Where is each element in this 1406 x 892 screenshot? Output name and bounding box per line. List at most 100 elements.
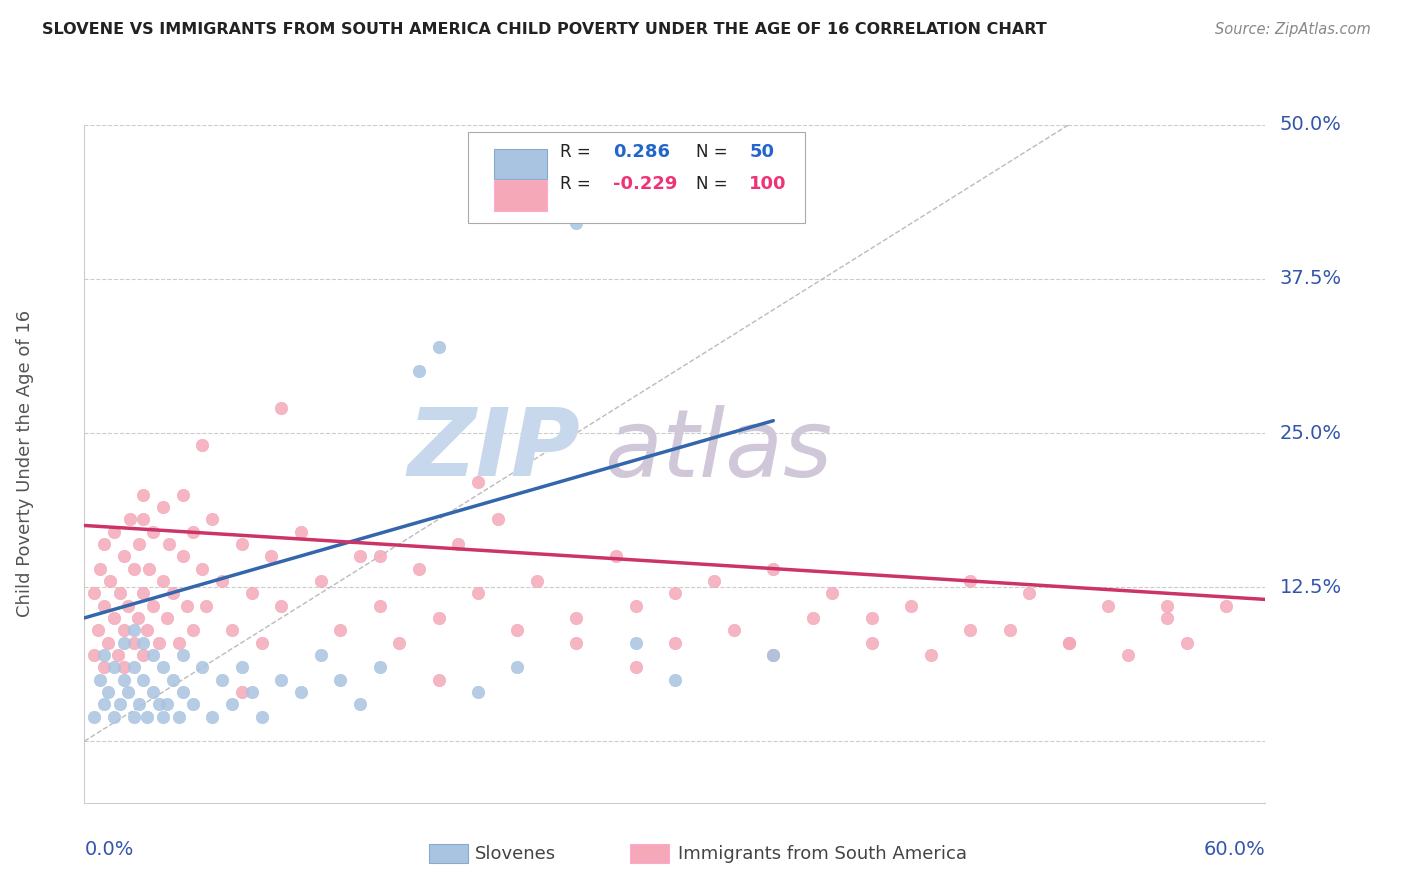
Point: [221, 624, 243, 638]
Point: [1057, 635, 1080, 649]
Point: [156, 697, 179, 711]
Point: [309, 574, 332, 588]
Point: [201, 709, 224, 723]
Point: [83, 586, 105, 600]
Point: [211, 574, 233, 588]
Point: [260, 549, 283, 564]
Point: [860, 611, 883, 625]
Point: [703, 574, 725, 588]
Point: [368, 660, 391, 674]
Point: [97, 635, 120, 649]
Text: 25.0%: 25.0%: [1279, 424, 1341, 442]
Text: Immigrants from South America: Immigrants from South America: [678, 845, 967, 863]
Point: [526, 574, 548, 588]
Point: [103, 611, 125, 625]
Point: [172, 549, 194, 564]
Point: [664, 635, 686, 649]
Point: [329, 624, 352, 638]
Text: 37.5%: 37.5%: [1279, 269, 1341, 288]
Point: [191, 561, 214, 575]
Point: [920, 648, 942, 662]
Text: 50: 50: [749, 143, 775, 161]
Text: 60.0%: 60.0%: [1204, 840, 1265, 859]
Point: [127, 611, 149, 625]
Point: [97, 685, 120, 699]
Point: [240, 685, 263, 699]
Point: [1156, 599, 1178, 613]
Point: [329, 673, 352, 687]
Point: [605, 549, 627, 564]
Point: [959, 624, 981, 638]
Point: [1175, 635, 1198, 649]
Point: [427, 611, 450, 625]
Point: [108, 586, 131, 600]
Point: [349, 697, 371, 711]
FancyBboxPatch shape: [494, 180, 547, 211]
Point: [998, 624, 1021, 638]
FancyBboxPatch shape: [468, 132, 804, 223]
Point: [142, 599, 165, 613]
Point: [142, 524, 165, 539]
Point: [624, 635, 647, 649]
Point: [240, 586, 263, 600]
Point: [447, 537, 470, 551]
Point: [138, 561, 160, 575]
Point: [270, 599, 292, 613]
Point: [172, 648, 194, 662]
Point: [98, 574, 121, 588]
Text: Slovenes: Slovenes: [475, 845, 557, 863]
Point: [270, 673, 292, 687]
Point: [1097, 599, 1119, 613]
Point: [762, 648, 785, 662]
Point: [506, 660, 529, 674]
Text: atlas: atlas: [605, 405, 832, 496]
Point: [821, 586, 844, 600]
Point: [762, 561, 785, 575]
Point: [565, 217, 588, 231]
Point: [89, 561, 111, 575]
Point: [112, 635, 135, 649]
Point: [93, 660, 115, 674]
Point: [152, 574, 174, 588]
Point: [83, 648, 105, 662]
Point: [172, 685, 194, 699]
Point: [136, 709, 159, 723]
Point: [231, 660, 253, 674]
Point: [112, 673, 135, 687]
Point: [959, 574, 981, 588]
Point: [118, 512, 141, 526]
Point: [195, 599, 218, 613]
Point: [112, 624, 135, 638]
Point: [231, 685, 253, 699]
Point: [87, 624, 110, 638]
Point: [221, 697, 243, 711]
Point: [117, 685, 139, 699]
Text: N =: N =: [696, 143, 733, 161]
Point: [762, 648, 785, 662]
Point: [467, 685, 489, 699]
Point: [142, 648, 165, 662]
Text: N =: N =: [696, 175, 733, 193]
Point: [408, 364, 430, 378]
Point: [132, 635, 155, 649]
Point: [148, 635, 170, 649]
Point: [723, 624, 745, 638]
Point: [152, 709, 174, 723]
Point: [181, 524, 204, 539]
Point: [112, 549, 135, 564]
Point: [191, 660, 214, 674]
Point: [1057, 635, 1080, 649]
Point: [89, 673, 111, 687]
Point: [172, 488, 194, 502]
Point: [157, 537, 180, 551]
Point: [128, 537, 150, 551]
Point: [211, 673, 233, 687]
Text: 50.0%: 50.0%: [1279, 115, 1341, 135]
Point: [142, 685, 165, 699]
Text: Child Poverty Under the Age of 16: Child Poverty Under the Age of 16: [17, 310, 34, 617]
Point: [486, 512, 509, 526]
Point: [270, 401, 292, 416]
Point: [506, 624, 529, 638]
Point: [103, 524, 125, 539]
Text: R =: R =: [561, 175, 596, 193]
